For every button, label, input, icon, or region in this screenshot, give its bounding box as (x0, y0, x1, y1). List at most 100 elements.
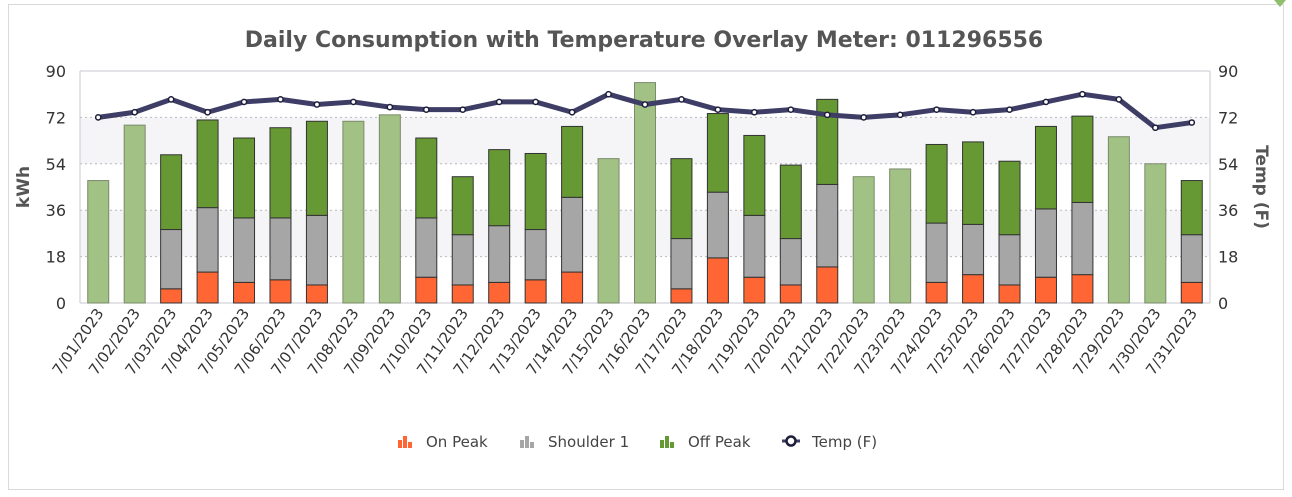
legend-label: Off Peak (688, 433, 751, 451)
bar-shoulder-1 (706, 191, 729, 259)
temperature-point (1042, 98, 1050, 106)
bar-off-peak (998, 160, 1021, 236)
bar-on-peak (962, 274, 985, 304)
temperature-point (1115, 96, 1123, 103)
temperature-point (532, 98, 539, 106)
line-marker-icon (782, 435, 800, 447)
bar-shoulder-1 (451, 234, 474, 286)
temperature-point (568, 108, 576, 116)
chart-frame (8, 4, 1284, 490)
bar-shoulder-1 (269, 217, 292, 281)
bar-on-peak (488, 281, 511, 304)
bar-chart-icon (520, 436, 534, 448)
bar-on-peak (1034, 276, 1057, 304)
left-tick-label: 0 (56, 294, 66, 313)
temperature-point (896, 111, 904, 119)
bar-shoulder-1 (998, 234, 1021, 286)
temperature-point (1079, 90, 1086, 98)
right-tick-label: 54 (1218, 155, 1238, 174)
temperature-point (933, 106, 940, 114)
right-tick-label: 90 (1218, 62, 1238, 81)
temperature-point (1188, 119, 1196, 126)
bar-on-peak (779, 284, 802, 304)
legend-bar-glyph (520, 440, 524, 448)
bar-off-peak (415, 137, 438, 219)
temperature-point (641, 101, 649, 108)
right-axis-ticks: 0 18 36 54 72 90 (1218, 62, 1238, 313)
bar-shoulder-1 (925, 222, 948, 283)
legend-label: On Peak (426, 433, 488, 451)
bar-shoulder-1 (816, 183, 839, 268)
bar-shoulder-1 (1034, 208, 1057, 278)
temperature-point (386, 103, 394, 111)
right-tick-label: 18 (1218, 248, 1238, 267)
bar-off-peak (196, 119, 219, 209)
left-tick-label: 54 (46, 155, 66, 174)
x-axis-ticks: 7/01/20237/02/20237/03/20237/04/20237/05… (49, 305, 1201, 378)
bar-on-peak (524, 279, 547, 304)
temperature-series (94, 90, 1196, 132)
temperature-point (204, 108, 211, 116)
bar-off-peak (160, 154, 183, 231)
legend-bar-glyph (525, 436, 529, 448)
right-tick-label: 36 (1218, 201, 1238, 220)
bar-off-peak (852, 176, 875, 304)
bar-on-peak (998, 284, 1021, 304)
legend-label: Shoulder 1 (548, 433, 629, 451)
bar-shoulder-1 (743, 214, 766, 278)
right-tick-label: 0 (1218, 294, 1228, 313)
bar-chart-icon (398, 436, 412, 448)
temperature-point (350, 98, 357, 106)
legend-bar-glyph (670, 442, 674, 448)
legend-bar-glyph (660, 440, 664, 448)
bar-off-peak (925, 143, 948, 224)
temperature-point (131, 108, 139, 116)
bar-shoulder-1 (524, 229, 547, 281)
temperature-point (969, 108, 977, 116)
temperature-point (1151, 124, 1159, 132)
legend-marker-glyph (785, 435, 797, 447)
bar-off-peak (1144, 163, 1167, 304)
legend-item: Temp (F) (782, 433, 877, 451)
left-tick-label: 90 (46, 62, 66, 81)
bar-on-peak (451, 284, 474, 304)
temperature-point (459, 106, 467, 114)
legend-item: Shoulder 1 (520, 433, 629, 451)
bar-chart-icon (660, 436, 674, 448)
bar-shoulder-1 (1071, 201, 1094, 276)
bar-off-peak (597, 158, 620, 304)
temperature-point (823, 111, 831, 119)
bar-on-peak (925, 281, 948, 304)
bar-off-peak (1071, 115, 1094, 203)
bar-off-peak (743, 134, 766, 216)
bar-on-peak (743, 276, 766, 304)
bar-off-peak (123, 124, 146, 304)
temperature-point (605, 90, 612, 98)
bar-off-peak (87, 180, 110, 304)
bar-on-peak (233, 281, 256, 304)
bar-off-peak (816, 98, 839, 185)
bar-shoulder-1 (962, 223, 985, 276)
bar-off-peak (305, 120, 328, 216)
bar-shoulder-1 (1180, 234, 1203, 283)
bar-on-peak (160, 288, 183, 304)
bar-shoulder-1 (488, 225, 511, 283)
temperature-point (422, 106, 430, 114)
temperature-point (787, 106, 795, 114)
bar-series (87, 82, 1203, 304)
right-tick-label: 72 (1218, 108, 1238, 127)
legend-label: Temp (F) (811, 433, 877, 451)
right-axis-title: Temp (F) (1251, 145, 1271, 229)
temperature-point (751, 108, 758, 116)
bar-off-peak (779, 164, 802, 240)
temperature-point (1006, 106, 1013, 114)
bar-on-peak (561, 271, 584, 304)
bar-shoulder-1 (670, 238, 693, 290)
legend: On Peak Shoulder 1 Off Peak Temp (F) (398, 433, 877, 451)
bar-on-peak (269, 279, 292, 304)
bar-off-peak (233, 137, 256, 219)
bar-on-peak (816, 266, 839, 304)
legend-bar-glyph (408, 442, 412, 448)
bar-shoulder-1 (779, 238, 802, 286)
legend-bar-glyph (398, 440, 402, 448)
